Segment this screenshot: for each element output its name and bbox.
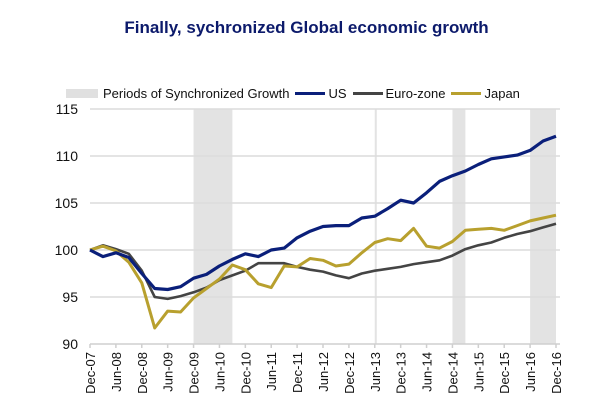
series-line-us bbox=[89, 134, 557, 292]
x-tick-label: Dec-16 bbox=[549, 352, 564, 394]
x-tick-label: Dec-11 bbox=[290, 352, 305, 393]
legend-label-synchronized-growth: Periods of Synchronized Growth bbox=[103, 85, 290, 101]
x-tick-label: Jun-10 bbox=[212, 352, 227, 392]
x-tick-label: Dec-12 bbox=[342, 352, 357, 394]
x-tick-label: Dec-08 bbox=[135, 352, 150, 394]
y-tick-label: 95 bbox=[62, 289, 78, 305]
legend-label-us: US bbox=[328, 85, 347, 101]
synchronized-growth-band-1 bbox=[374, 109, 377, 344]
x-tick-label: Jun-14 bbox=[420, 352, 435, 392]
x-tick-label: Dec-15 bbox=[497, 352, 512, 394]
y-tick-label: 90 bbox=[62, 336, 78, 352]
legend-swatch-synchronized-growth bbox=[66, 88, 98, 98]
series-line-euro-zone bbox=[89, 222, 557, 301]
series-line-japan bbox=[89, 213, 557, 330]
x-tick-label: Jun-11 bbox=[264, 352, 279, 391]
y-tick-label: 100 bbox=[55, 242, 79, 258]
x-tick-label: Dec-13 bbox=[394, 352, 409, 394]
x-tick-label: Dec-07 bbox=[83, 352, 98, 394]
synchronized-growth-band-2 bbox=[452, 109, 466, 344]
x-tick-label: Dec-09 bbox=[187, 352, 202, 394]
x-tick-label: Jun-09 bbox=[161, 352, 176, 392]
chart-title: Finally, sychronized Global economic gro… bbox=[124, 18, 489, 37]
y-tick-label: 105 bbox=[55, 195, 79, 211]
y-tick-label: 110 bbox=[56, 148, 79, 164]
legend-label-euro-zone: Euro-zone bbox=[385, 85, 446, 101]
y-tick-label: 115 bbox=[56, 101, 79, 117]
x-tick-label: Jun-08 bbox=[109, 352, 124, 392]
x-tick-label: Jun-13 bbox=[368, 352, 383, 392]
legend-swatch-japan bbox=[451, 91, 482, 95]
legend-swatch-us bbox=[295, 91, 326, 95]
legend: Periods of Synchronized Growth US Euro-z… bbox=[66, 84, 520, 102]
x-tick-label: Jun-15 bbox=[471, 352, 486, 392]
x-tick-label: Dec-10 bbox=[238, 352, 253, 394]
x-tick-label: Jun-16 bbox=[523, 352, 538, 392]
x-tick-label: Jun-12 bbox=[316, 352, 331, 392]
synchronized-growth-band-0 bbox=[193, 109, 233, 344]
legend-label-japan: Japan bbox=[484, 85, 520, 101]
legend-swatch-euro-zone bbox=[352, 91, 383, 95]
x-tick-label: Dec-14 bbox=[445, 352, 460, 394]
